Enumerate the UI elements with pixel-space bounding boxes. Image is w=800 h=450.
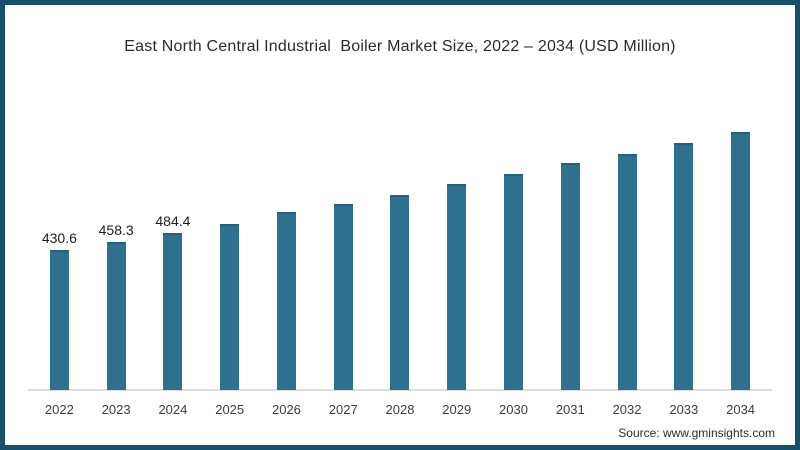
x-tick-label: 2022 xyxy=(44,402,74,417)
bar-slot xyxy=(599,150,656,390)
x-axis-line xyxy=(28,389,772,391)
x-axis-tick-labels: 2022 2023 2024 2025 2026 2027 2028 2029 2030 2031… xyxy=(31,402,769,417)
source-attribution: Source: www.gminsights.com xyxy=(618,426,775,440)
x-tick-label: 2027 xyxy=(328,402,358,417)
bar-2027 xyxy=(333,204,353,390)
bar-2034 xyxy=(731,132,751,390)
bar-series: 430.6 458.3 484.4 xyxy=(31,128,769,390)
bar-2030 xyxy=(504,174,523,390)
x-tick-label: 2032 xyxy=(612,402,642,417)
x-tick-label: 2033 xyxy=(669,402,699,417)
bar-2022 xyxy=(49,250,69,390)
x-tick-label: 2030 xyxy=(499,402,528,417)
bar-2025 xyxy=(220,224,240,390)
bar-slot: 458.3 xyxy=(88,222,145,390)
bar-slot xyxy=(542,159,599,390)
x-tick-label: 2028 xyxy=(385,402,415,417)
bar-slot xyxy=(655,139,712,390)
x-tick-label: 2023 xyxy=(101,402,131,417)
bar-2031 xyxy=(560,163,580,390)
bar-2023 xyxy=(106,242,126,390)
bar-2029 xyxy=(447,184,467,390)
bar-slot xyxy=(315,200,372,390)
bar-slot xyxy=(201,220,258,390)
bar-2026 xyxy=(276,212,296,390)
bar-value-label: 458.3 xyxy=(98,222,134,238)
bar-value-label: 430.6 xyxy=(41,230,77,246)
chart-title: East North Central Industrial Boiler Mar… xyxy=(124,38,676,55)
bar-2028 xyxy=(390,195,410,390)
x-tick-label: 2026 xyxy=(271,402,301,417)
bar-slot xyxy=(485,170,542,390)
bar-2024 xyxy=(163,233,183,390)
x-tick-label: 2034 xyxy=(726,402,756,417)
bar-2032 xyxy=(617,154,637,390)
bar-slot: 430.6 xyxy=(31,230,88,390)
x-tick-label: 2031 xyxy=(555,402,585,417)
x-tick-label: 2029 xyxy=(442,402,472,417)
bar-2033 xyxy=(674,143,694,390)
bar-slot: 484.4 xyxy=(145,213,202,390)
bar-slot xyxy=(372,191,429,390)
x-tick-label: 2024 xyxy=(158,402,188,417)
bar-value-label: 484.4 xyxy=(155,213,191,229)
x-tick-label: 2025 xyxy=(215,402,245,417)
bar-slot xyxy=(712,128,769,390)
bar-slot xyxy=(258,208,315,390)
bar-slot xyxy=(428,180,485,390)
